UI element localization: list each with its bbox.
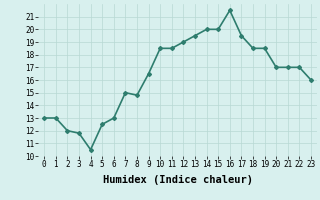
X-axis label: Humidex (Indice chaleur): Humidex (Indice chaleur) (103, 175, 252, 185)
